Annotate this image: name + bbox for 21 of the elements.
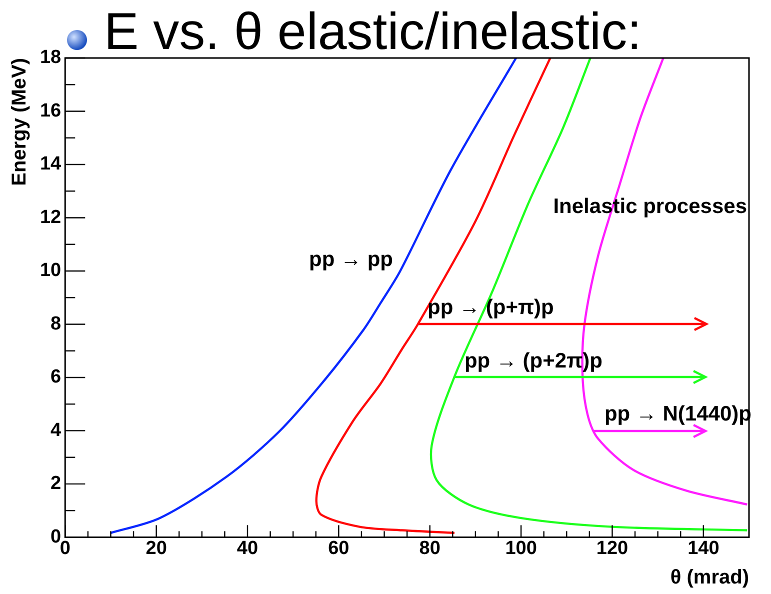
annotation: pp → (p+π)p bbox=[428, 296, 554, 320]
x-tick-label: 60 bbox=[328, 538, 350, 559]
x-tick-label: 40 bbox=[236, 538, 258, 559]
y-tick-label: 12 bbox=[40, 206, 62, 228]
annotation: pp → pp bbox=[309, 248, 393, 271]
x-tick-label: 20 bbox=[146, 538, 167, 559]
y-tick-label: 4 bbox=[50, 420, 62, 441]
y-tick-label: 2 bbox=[50, 473, 62, 494]
chart-title: E vs. θ elastic/inelastic: bbox=[104, 2, 642, 62]
x-tick-label: 100 bbox=[505, 538, 537, 559]
y-tick-label: 14 bbox=[40, 154, 62, 175]
y-tick-label: 10 bbox=[40, 260, 62, 282]
x-axis-title: θ (mrad) bbox=[670, 566, 749, 589]
y-tick-label: 18 bbox=[40, 47, 62, 68]
y-tick-label: 16 bbox=[40, 100, 62, 122]
y-tick-label: 8 bbox=[50, 313, 62, 334]
y-axis-title: Energy (MeV) bbox=[8, 58, 31, 186]
x-tick-label: 120 bbox=[596, 538, 628, 559]
y-tick-label: 6 bbox=[50, 366, 62, 388]
x-tick-label: 140 bbox=[688, 538, 720, 559]
x-tick-label: 80 bbox=[419, 538, 440, 559]
